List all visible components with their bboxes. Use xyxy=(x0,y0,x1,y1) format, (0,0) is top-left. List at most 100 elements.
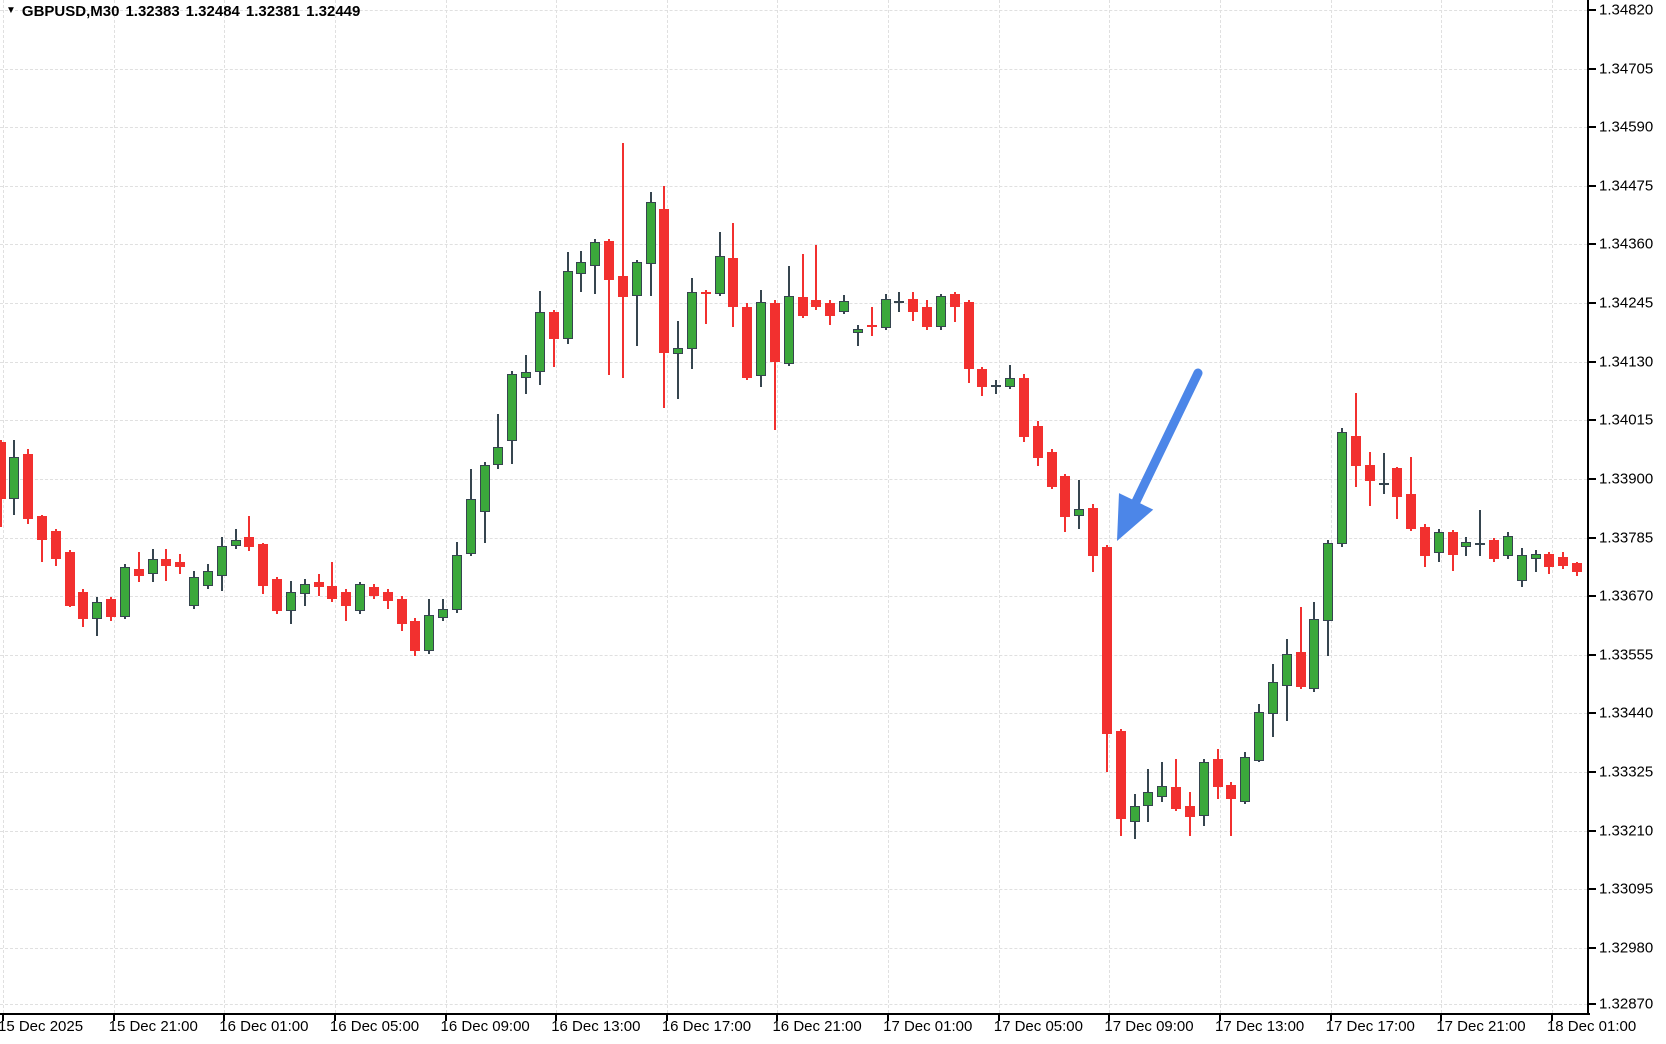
price-axis-tick xyxy=(1589,126,1596,129)
time-axis-label: 16 Dec 09:00 xyxy=(440,1018,530,1035)
candle-wick xyxy=(1479,509,1482,557)
candle xyxy=(866,324,877,327)
price-axis-tick xyxy=(1589,67,1596,70)
candle-wick xyxy=(1534,550,1537,573)
candle xyxy=(1101,547,1112,734)
candle xyxy=(410,621,421,652)
candle xyxy=(783,296,794,365)
candle xyxy=(991,384,1002,387)
price-axis-tick xyxy=(1589,1002,1596,1005)
price-gridline xyxy=(0,1003,1587,1005)
price-axis-label: 1.33555 xyxy=(1599,646,1654,664)
candle xyxy=(534,311,545,373)
candle xyxy=(728,257,739,307)
price-gridline xyxy=(0,830,1587,832)
candle xyxy=(631,262,642,297)
candle xyxy=(313,582,324,588)
candle-wick xyxy=(953,292,956,323)
candle xyxy=(590,242,601,267)
candle xyxy=(617,275,628,298)
candle-wick xyxy=(497,414,500,470)
symbol-dropdown-icon[interactable]: ▼ xyxy=(6,5,16,16)
candle xyxy=(341,592,352,607)
candle xyxy=(1337,431,1347,545)
candle xyxy=(1350,435,1361,467)
candle xyxy=(659,208,670,353)
price-gridline xyxy=(0,889,1587,891)
time-axis-tick xyxy=(1108,1013,1111,1021)
price-axis-label: 1.32980 xyxy=(1599,939,1654,957)
time-axis-tick xyxy=(333,1013,336,1021)
time-axis-tick xyxy=(1550,1013,1553,1021)
candle xyxy=(714,255,725,295)
candle xyxy=(811,299,822,307)
candle-wick xyxy=(1382,453,1385,495)
time-gridline xyxy=(224,0,226,1013)
candle xyxy=(424,614,435,652)
time-axis-label: 16 Dec 21:00 xyxy=(772,1018,862,1035)
candle-wick xyxy=(635,259,638,347)
candle-wick xyxy=(1161,761,1164,803)
candle-wick xyxy=(1009,365,1012,390)
price-axis-tick xyxy=(1589,536,1596,539)
candle-wick xyxy=(621,142,624,378)
candle xyxy=(23,454,34,520)
candle xyxy=(230,539,241,547)
price-axis-tick xyxy=(1589,477,1596,480)
price-axis-label: 1.33325 xyxy=(1599,763,1654,781)
quote-low: 1.32381 xyxy=(245,3,301,20)
candle xyxy=(258,544,269,586)
candle-wick xyxy=(1299,607,1302,689)
price-axis-label: 1.33210 xyxy=(1599,822,1654,840)
price-axis-label: 1.33900 xyxy=(1599,470,1654,488)
time-axis-label: 16 Dec 13:00 xyxy=(551,1018,641,1035)
candle xyxy=(576,262,587,274)
candle xyxy=(1032,426,1043,458)
time-axis-label: 17 Dec 05:00 xyxy=(993,1018,1083,1035)
candle xyxy=(922,306,933,327)
candle xyxy=(1267,682,1278,714)
candle-wick xyxy=(608,239,611,376)
time-gridline xyxy=(998,0,1000,1013)
candle xyxy=(1157,786,1168,798)
time-gridline xyxy=(445,0,447,1013)
candle-wick xyxy=(1410,456,1413,532)
price-axis-tick xyxy=(1589,595,1596,598)
price-gridline xyxy=(0,420,1587,422)
time-axis-label: 17 Dec 01:00 xyxy=(883,1018,973,1035)
candle xyxy=(1005,377,1016,387)
candle-wick xyxy=(1175,758,1178,812)
candle-wick xyxy=(704,290,707,325)
time-axis-label: 16 Dec 17:00 xyxy=(661,1018,752,1035)
candle xyxy=(133,569,144,577)
price-gridline xyxy=(0,772,1587,774)
price-axis-tick xyxy=(1589,243,1596,246)
price-axis-label: 1.33670 xyxy=(1599,587,1654,605)
candle xyxy=(355,584,366,612)
time-axis-line xyxy=(0,1013,1590,1015)
candle xyxy=(1392,468,1403,498)
candle xyxy=(562,271,573,340)
candle xyxy=(1198,761,1209,816)
price-gridline xyxy=(0,596,1587,598)
candle xyxy=(1046,452,1057,487)
candle xyxy=(1406,494,1417,530)
price-axis-label: 1.34705 xyxy=(1599,60,1654,78)
candle xyxy=(382,592,393,602)
price-axis-tick xyxy=(1589,360,1596,363)
candle xyxy=(1115,731,1126,819)
time-gridline xyxy=(1220,0,1222,1013)
time-axis-tick xyxy=(997,1013,1000,1021)
candle xyxy=(1309,619,1320,689)
candle xyxy=(438,609,449,618)
price-gridline xyxy=(0,947,1587,949)
price-axis-label: 1.34130 xyxy=(1599,353,1654,371)
candle xyxy=(1516,555,1527,582)
price-axis-line xyxy=(1587,0,1589,1014)
candle xyxy=(285,592,296,612)
candle xyxy=(202,571,213,586)
candle xyxy=(0,442,6,500)
time-axis-tick xyxy=(444,1013,447,1021)
price-gridline xyxy=(0,10,1587,11)
